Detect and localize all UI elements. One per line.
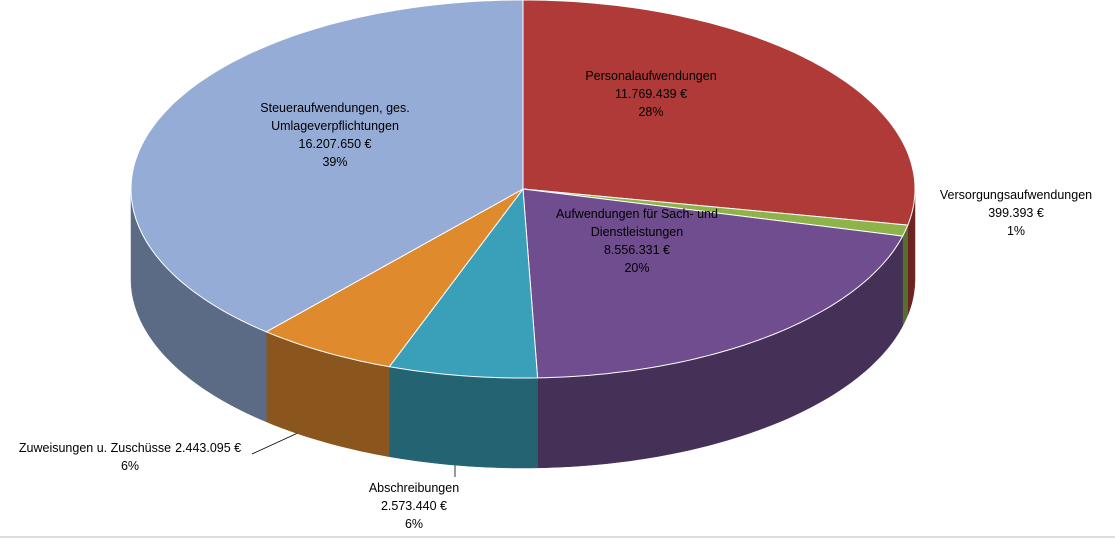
data-label: Aufwendungen für Sach- und Dienstleistung… (556, 207, 718, 275)
slice-side (389, 366, 538, 469)
percentage-label: 20% (624, 261, 649, 275)
slice (388, 187, 539, 379)
data-label-line: Zuweisungen u. Zuschüsse 2.443.095 € (19, 441, 241, 455)
data-label: Versorgungsaufwendungen 399.393 € 1% (940, 188, 1092, 238)
data-label: Zuweisungen u. Zuschüsse 2.443.095 € 6% (19, 441, 241, 473)
value-label: 11.769.439 € (615, 87, 687, 101)
slice-side (902, 225, 909, 327)
category-label: Steueraufwendungen, ges. Umlageverpflicht… (260, 101, 409, 133)
slice (522, 188, 904, 379)
leader-line (251, 431, 301, 455)
category-label: Aufwendungen für Sach- und Dienstleistung… (556, 207, 718, 239)
value-label: 2.443.095 € (175, 441, 241, 455)
data-label: Personalaufwendungen 11.769.439 € 28% (585, 69, 716, 119)
slice (522, 0, 916, 226)
percentage-label: 28% (638, 105, 663, 119)
data-label: Abschreibungen 2.573.440 € 6% (369, 481, 459, 531)
value-label: 2.573.440 € (381, 499, 447, 513)
category-label: Personalaufwendungen (585, 69, 716, 83)
value-label: 16.207.650 € (299, 137, 372, 151)
value-label: 399.393 € (988, 206, 1044, 220)
percentage-label: 1% (1007, 224, 1025, 238)
slice (130, 0, 524, 333)
percentage-label: 6% (121, 459, 139, 473)
slice (265, 188, 524, 368)
category-label: Abschreibungen (369, 481, 459, 495)
category-label-line: Dienstleistungen (591, 225, 683, 239)
data-label: Steueraufwendungen, ges. Umlageverpflicht… (260, 101, 409, 169)
value-label: 8.556.331 € (604, 243, 670, 257)
category-label-line: Steueraufwendungen, ges. (260, 101, 409, 115)
percentage-label: 6% (405, 517, 423, 531)
percentage-label: 39% (322, 155, 347, 169)
category-label-line: Aufwendungen für Sach- und (556, 207, 718, 221)
category-label-line: Umlageverpflichtungen (271, 119, 399, 133)
category-label: Versorgungsaufwendungen (940, 188, 1092, 202)
category-label: Zuweisungen u. Zuschüsse (19, 441, 171, 455)
